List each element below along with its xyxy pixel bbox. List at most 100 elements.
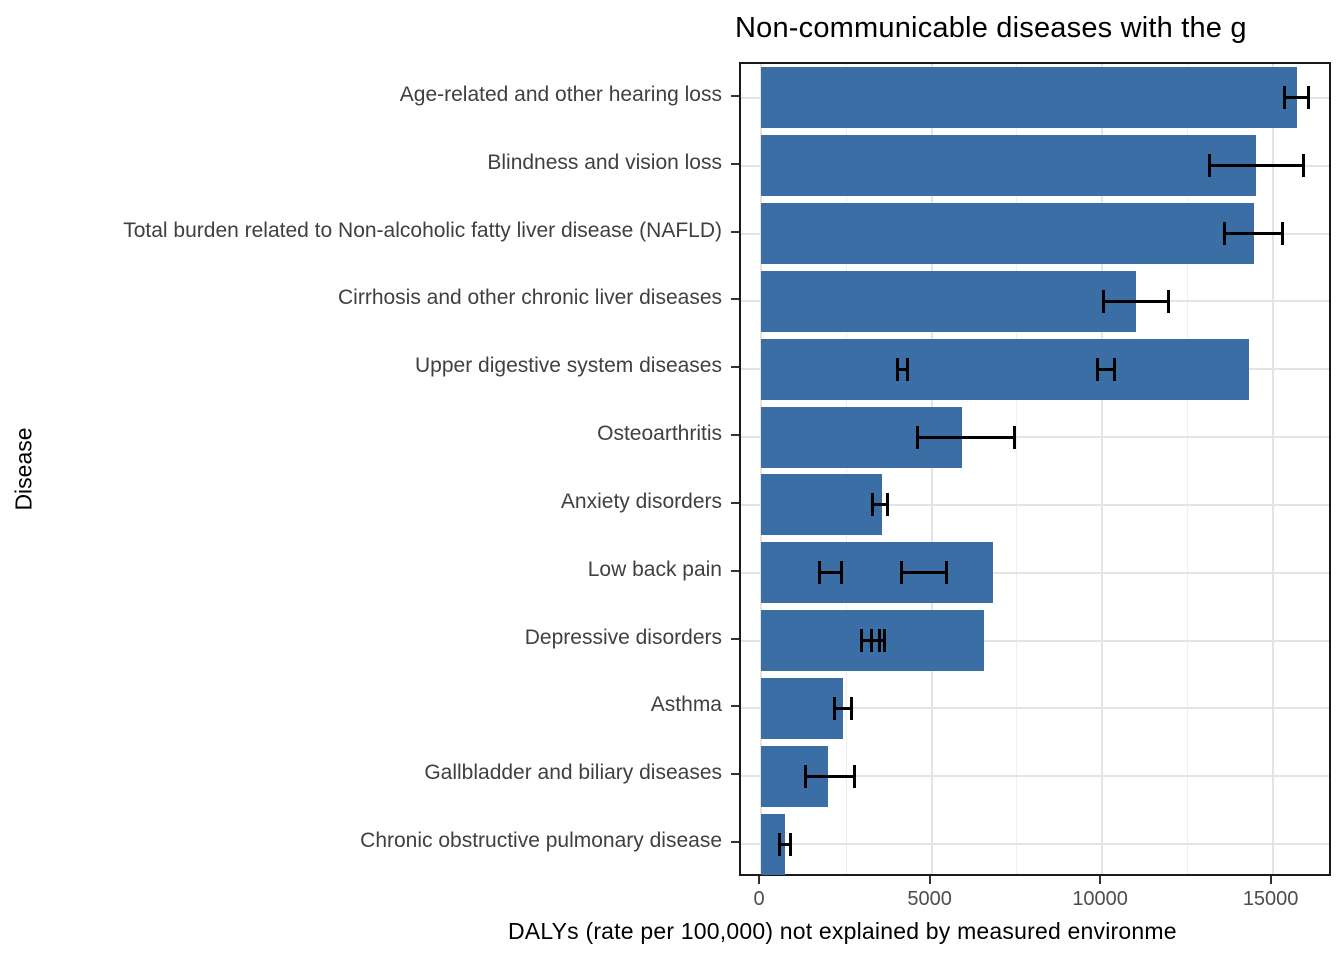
major-gridline	[1101, 64, 1104, 874]
error-bar	[1209, 164, 1304, 168]
y-tick-label: Upper digestive system diseases	[415, 354, 722, 378]
y-tick-label: Low back pain	[587, 557, 722, 581]
y-tick	[731, 298, 739, 301]
y-tick-label: Total burden related to Non-alcoholic fa…	[123, 218, 722, 242]
y-tick-label: Age-related and other hearing loss	[399, 82, 722, 106]
major-gridline	[1271, 64, 1274, 874]
x-tick	[1099, 876, 1102, 884]
bar	[761, 542, 993, 604]
error-bar	[917, 435, 1015, 439]
y-tick	[731, 569, 739, 572]
category-gridline	[741, 503, 1329, 506]
y-tick	[731, 94, 739, 97]
error-bar	[779, 842, 791, 846]
x-axis-label: DALYs (rate per 100,000) not explained b…	[508, 918, 1177, 944]
y-tick	[731, 637, 739, 640]
category-gridline	[741, 639, 1329, 642]
x-tick-label: 15000	[1242, 888, 1299, 910]
bar	[761, 677, 843, 739]
error-bar	[872, 503, 888, 507]
error-bar-cap	[1112, 357, 1116, 381]
y-tick	[731, 841, 739, 844]
error-bar-cap	[1012, 425, 1016, 449]
error-bar-cap	[1208, 154, 1212, 178]
error-bar-cap	[839, 561, 843, 585]
y-tick	[731, 162, 739, 165]
y-tick	[731, 434, 739, 437]
error-bar	[897, 367, 908, 371]
x-tick-label: 10000	[1072, 888, 1128, 910]
y-tick	[731, 501, 739, 504]
error-bar-cap	[777, 832, 781, 856]
category-gridline	[741, 843, 1329, 846]
x-tick	[758, 876, 761, 884]
category-gridline	[741, 571, 1329, 574]
error-bar-cap	[944, 561, 948, 585]
error-bar-cap	[1167, 289, 1171, 313]
error-bar-cap	[1306, 86, 1310, 110]
y-tick	[731, 230, 739, 233]
error-bar	[834, 706, 852, 710]
error-bar-cap	[1283, 86, 1287, 110]
minor-gridline	[845, 64, 847, 874]
error-bar-cap	[852, 764, 856, 788]
y-tick	[731, 705, 739, 708]
error-bar	[1103, 299, 1169, 303]
y-axis-label: Disease	[10, 427, 37, 511]
error-bar-cap	[788, 832, 792, 856]
y-tick-label: Asthma	[650, 693, 722, 717]
y-tick-label: Gallbladder and biliary diseases	[424, 761, 722, 785]
x-tick-label: 0	[753, 888, 765, 910]
error-bar-cap	[896, 357, 900, 381]
bar	[761, 135, 1256, 197]
y-tick-label: Osteoarthritis	[597, 422, 722, 446]
bar	[761, 67, 1297, 129]
bar	[761, 474, 883, 536]
chart-title: Non-communicable diseases with the g	[735, 12, 1247, 44]
major-gridline	[760, 64, 763, 874]
error-bar-cap	[900, 561, 904, 585]
error-bar-cap	[817, 561, 821, 585]
y-tick	[731, 366, 739, 369]
plot-panel	[739, 62, 1331, 876]
error-bar	[1097, 367, 1115, 371]
error-bar	[1224, 232, 1283, 236]
y-tick-label: Blindness and vision loss	[487, 150, 722, 174]
error-bar	[819, 571, 842, 575]
bar	[761, 203, 1254, 265]
y-tick-label: Anxiety disorders	[560, 489, 722, 513]
error-bar	[901, 571, 947, 575]
error-bar	[805, 774, 855, 778]
category-gridline	[741, 436, 1329, 439]
error-bar	[871, 639, 885, 643]
x-tick	[928, 876, 931, 884]
error-bar-cap	[886, 493, 890, 517]
error-bar-cap	[1095, 357, 1099, 381]
error-bar-cap	[849, 696, 853, 720]
x-tick	[1269, 876, 1272, 884]
bar	[761, 270, 1137, 332]
major-gridline	[930, 64, 933, 874]
error-bar	[1284, 96, 1309, 100]
error-bar-cap	[1281, 222, 1285, 246]
error-bar-cap	[915, 425, 919, 449]
error-bar-cap	[803, 764, 807, 788]
minor-gridline	[1186, 64, 1188, 874]
error-bar-cap	[1301, 154, 1305, 178]
bar	[761, 813, 785, 875]
y-tick-label: Depressive disorders	[524, 625, 722, 649]
category-gridline	[741, 707, 1329, 710]
category-gridline	[741, 775, 1329, 778]
error-bar-cap	[870, 629, 874, 653]
error-bar-cap	[882, 629, 886, 653]
error-bar-cap	[906, 357, 910, 381]
minor-gridline	[1016, 64, 1018, 874]
x-tick-label: 5000	[907, 888, 952, 910]
y-tick-label: Chronic obstructive pulmonary disease	[360, 829, 722, 853]
error-bar-cap	[859, 629, 863, 653]
error-bar-cap	[832, 696, 836, 720]
bar	[761, 338, 1249, 400]
error-bar-cap	[871, 493, 875, 517]
y-tick	[731, 773, 739, 776]
